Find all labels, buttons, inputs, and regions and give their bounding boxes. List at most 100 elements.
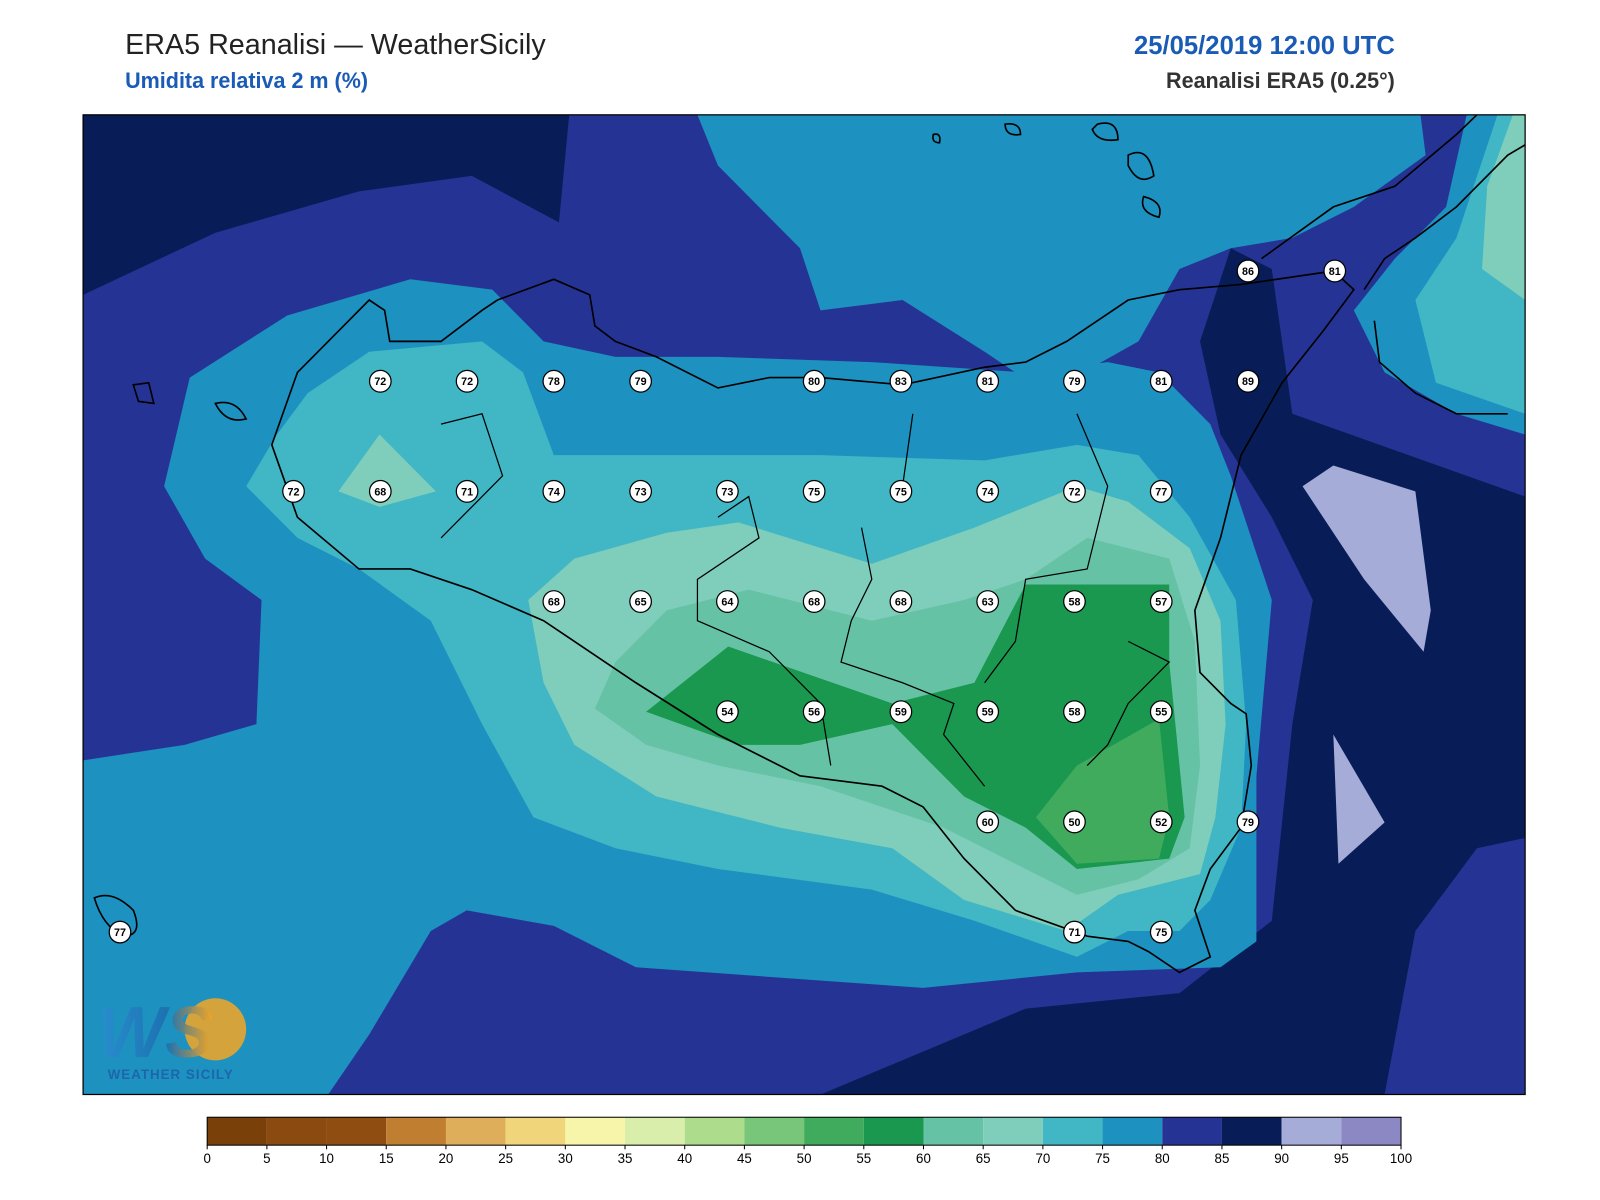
station-marker (1149, 810, 1173, 834)
colorbar-tick-label: 55 (856, 1151, 871, 1166)
station-value: 73 (635, 486, 647, 498)
station-marker (1063, 810, 1086, 834)
station-marker (108, 920, 132, 944)
colorbar-swatch (505, 1117, 566, 1146)
station-marker (1149, 369, 1173, 393)
station-marker (889, 700, 913, 724)
station-value: 77 (1155, 486, 1167, 498)
station-value: 57 (1155, 596, 1167, 608)
station-value: 56 (808, 707, 820, 719)
colorbar-tick-label: 65 (976, 1151, 991, 1166)
station-marker (976, 479, 1000, 503)
station-marker (1063, 590, 1086, 614)
station-value: 68 (808, 596, 820, 608)
colorbar-swatch (386, 1117, 446, 1146)
station-value: 58 (1068, 596, 1080, 608)
station-marker (802, 590, 826, 614)
humidity-band (1302, 465, 1431, 652)
station-value: 74 (982, 486, 994, 498)
station-value: 68 (895, 596, 907, 608)
station-value: 71 (461, 486, 473, 498)
station-value: 79 (635, 376, 647, 388)
station-value: 75 (1155, 927, 1167, 939)
station-marker (1063, 479, 1086, 503)
station-value: 80 (808, 376, 820, 388)
humidity-band (646, 584, 1185, 869)
aeolian-islands (932, 122, 1161, 219)
colorbar-swatch (923, 1117, 984, 1146)
station-value: 59 (982, 707, 994, 719)
station-marker (1236, 369, 1260, 393)
colorbar-swatch (1281, 1117, 1342, 1146)
station-marker (1063, 920, 1086, 944)
colorbar-swatch (684, 1117, 745, 1146)
calabria-coast (1261, 114, 1526, 415)
station-value: 72 (288, 486, 300, 498)
station-marker (889, 479, 913, 503)
station-value: 72 (374, 376, 386, 388)
station-marker (542, 479, 566, 503)
logo-mark: WS (97, 993, 213, 1073)
station-value: 74 (548, 486, 560, 498)
egadi-islands (132, 381, 248, 421)
station-labels: 86 81 72 72 78 79 80 83 81 79 81 89 72 68 71 74 73 73 75 75… (108, 259, 1347, 944)
station-value: 73 (721, 486, 733, 498)
colorbar-tick-label: 50 (797, 1151, 812, 1166)
colorbar-tick-label: 70 (1035, 1151, 1050, 1166)
colorbar-tick-label: 75 (1095, 1151, 1110, 1166)
colorbar-tick-label: 85 (1215, 1151, 1230, 1166)
station-marker (542, 369, 566, 393)
station-marker (802, 479, 826, 503)
colorbar-tick-label: 5 (263, 1151, 270, 1166)
coastline (93, 114, 1526, 974)
colorbar-swatch (1341, 1117, 1402, 1146)
colorbar-tick-label: 35 (618, 1151, 633, 1166)
sicily-coast (270, 270, 1355, 974)
humidity-band (1482, 114, 1526, 300)
logo-sun (184, 998, 247, 1061)
station-marker (1236, 810, 1260, 834)
station-value: 60 (982, 817, 994, 829)
station-value: 78 (548, 376, 560, 388)
station-marker (889, 590, 913, 614)
station-value: 86 (1242, 266, 1254, 278)
station-marker (455, 479, 479, 503)
colorbar-swatch (1221, 1117, 1282, 1146)
colorbar-tick-label: 15 (379, 1151, 394, 1166)
station-marker (1149, 920, 1173, 944)
station-value: 72 (461, 376, 473, 388)
colorbar-swatch (744, 1117, 805, 1146)
station-marker (1063, 369, 1086, 393)
station-marker (1063, 700, 1086, 724)
colorbar-tick-label: 30 (558, 1151, 573, 1166)
pantelleria (93, 894, 138, 938)
logo-name: WEATHER SICILY (108, 1067, 234, 1082)
colorbar-tick-label: 45 (737, 1151, 752, 1166)
station-marker (1236, 259, 1260, 283)
subtitle: Umidita relativa 2 m (%) (125, 68, 368, 93)
colorbar-swatch (266, 1117, 327, 1146)
station-value: 63 (982, 596, 994, 608)
station-marker (716, 479, 739, 503)
station-value: 71 (1068, 927, 1080, 939)
colorbar-tick-label: 90 (1274, 1151, 1289, 1166)
station-marker (976, 590, 1000, 614)
colorbar-tick-label: 40 (677, 1151, 692, 1166)
map-frame (82, 114, 1526, 1096)
colorbar-swatch (565, 1117, 626, 1146)
humidity-band (820, 248, 1526, 1095)
humidity-band (697, 114, 1426, 394)
station-marker (629, 590, 652, 614)
colorbar-tick-label: 0 (203, 1151, 210, 1166)
station-value: 50 (1068, 817, 1080, 829)
title: ERA5 Reanalisi — WeatherSicily (125, 29, 546, 61)
humidity-band (83, 114, 570, 295)
station-value: 81 (1155, 376, 1167, 388)
colorbar-swatch (983, 1117, 1043, 1146)
station-marker (976, 369, 1000, 393)
colorbar-tick-label: 25 (498, 1151, 513, 1166)
station-marker (1149, 479, 1173, 503)
region-border (440, 413, 1171, 787)
